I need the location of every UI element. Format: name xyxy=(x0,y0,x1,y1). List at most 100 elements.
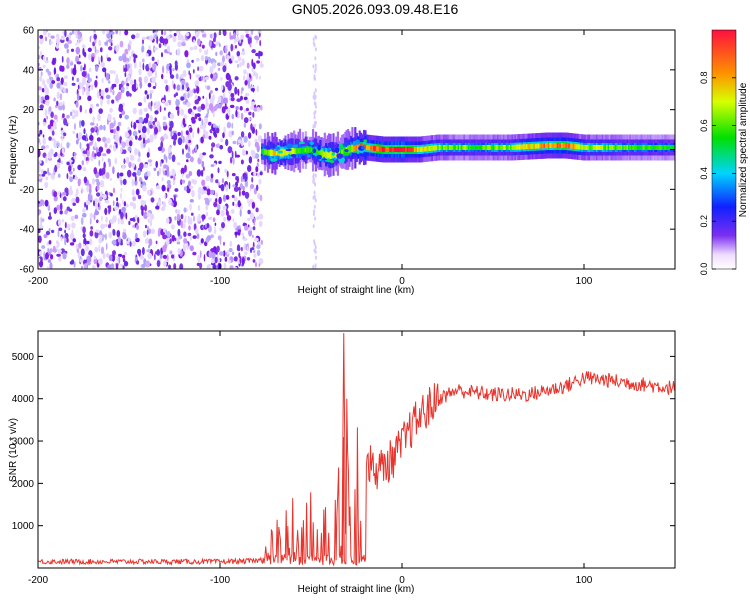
noise-speck xyxy=(72,130,76,134)
noise-speck xyxy=(229,104,235,109)
noise-speck xyxy=(168,198,173,206)
noise-speck xyxy=(205,175,210,182)
noise-speck xyxy=(185,32,190,37)
y-tick-label: -40 xyxy=(20,225,35,236)
noise-speck xyxy=(180,179,183,186)
noise-streak-speck xyxy=(314,88,317,93)
noise-speck xyxy=(60,160,64,165)
noise-speck xyxy=(92,264,96,269)
noise-speck xyxy=(192,131,195,139)
ridge-cell xyxy=(457,145,460,150)
noise-speck xyxy=(165,70,168,74)
noise-speck xyxy=(239,62,242,68)
noise-speck xyxy=(143,211,148,219)
spectrogram-x-label: Height of straight line (km) xyxy=(298,285,415,296)
ridge-cell xyxy=(520,144,523,150)
ridge-cell xyxy=(614,145,618,150)
ridge-cell xyxy=(428,146,431,151)
noise-speck xyxy=(47,204,51,212)
noise-speck xyxy=(235,30,239,36)
noise-speck xyxy=(66,173,69,180)
noise-speck xyxy=(77,30,80,36)
noise-speck xyxy=(75,55,80,63)
ridge-cell xyxy=(603,145,606,150)
ridge-cell xyxy=(630,145,634,150)
noise-speck xyxy=(161,52,163,58)
noise-speck xyxy=(259,51,263,57)
noise-speck xyxy=(90,83,94,91)
noise-speck xyxy=(43,170,47,175)
noise-speck xyxy=(122,228,127,233)
noise-speck xyxy=(212,32,214,39)
noise-speck xyxy=(232,218,235,222)
ridge-cell xyxy=(654,145,657,150)
ridge-cell xyxy=(460,145,463,150)
noise-speck xyxy=(239,38,241,44)
noise-speck xyxy=(109,205,112,213)
noise-speck xyxy=(259,30,262,34)
colorbar: 0.00.20.40.60.8 Normalized spectral ampl… xyxy=(699,29,749,275)
noise-speck xyxy=(203,76,205,83)
noise-speck xyxy=(96,219,99,224)
noise-speck xyxy=(53,191,58,198)
noise-speck xyxy=(98,159,101,167)
ridge-blob xyxy=(298,141,306,145)
noise-speck xyxy=(154,70,158,79)
noise-speck xyxy=(68,165,72,173)
ridge-cell xyxy=(489,145,492,150)
noise-speck xyxy=(146,249,151,253)
noise-speck xyxy=(114,206,119,211)
noise-speck xyxy=(252,226,256,231)
noise-speck xyxy=(98,146,104,153)
noise-speck xyxy=(242,185,245,191)
noise-speck xyxy=(231,194,235,199)
noise-speck xyxy=(130,156,135,161)
ridge-cell xyxy=(563,143,567,148)
noise-speck xyxy=(111,99,115,104)
noise-speck xyxy=(108,254,113,262)
noise-speck xyxy=(163,30,167,36)
noise-speck xyxy=(149,162,152,167)
noise-speck xyxy=(240,95,243,101)
noise-speck xyxy=(100,47,103,53)
noise-speck xyxy=(74,123,76,130)
noise-speck xyxy=(142,62,145,71)
ridge-cell xyxy=(524,144,527,150)
noise-speck xyxy=(162,116,167,121)
noise-speck xyxy=(252,111,255,118)
noise-speck xyxy=(216,254,219,259)
noise-speck xyxy=(194,95,198,100)
noise-speck xyxy=(215,41,221,46)
noise-streak-speck xyxy=(313,204,316,209)
noise-speck xyxy=(248,140,251,148)
noise-speck xyxy=(70,48,75,52)
noise-speck xyxy=(114,77,120,85)
snr-x-label: Height of straight line (km) xyxy=(298,584,415,595)
noise-speck xyxy=(56,244,58,251)
noise-speck xyxy=(87,95,92,102)
noise-speck xyxy=(122,199,124,206)
noise-speck xyxy=(149,115,153,122)
noise-speck xyxy=(137,157,141,163)
noise-speck xyxy=(254,141,260,148)
noise-speck xyxy=(126,169,132,178)
noise-speck xyxy=(212,112,215,118)
ridge-cell xyxy=(619,145,622,150)
noise-speck xyxy=(212,61,217,69)
noise-speck xyxy=(203,166,205,172)
noise-speck xyxy=(77,164,82,171)
ridge-cell xyxy=(609,145,612,150)
noise-speck xyxy=(245,107,249,112)
noise-speck xyxy=(202,95,205,99)
noise-speck xyxy=(226,170,229,178)
ridge-cell xyxy=(454,145,457,150)
noise-streak-speck xyxy=(312,179,315,184)
noise-speck xyxy=(148,228,151,235)
noise-speck xyxy=(121,110,126,116)
noise-speck xyxy=(137,217,140,224)
noise-speck xyxy=(132,53,136,58)
noise-speck xyxy=(231,130,234,136)
noise-speck xyxy=(70,215,75,222)
ridge-cell xyxy=(341,149,344,155)
